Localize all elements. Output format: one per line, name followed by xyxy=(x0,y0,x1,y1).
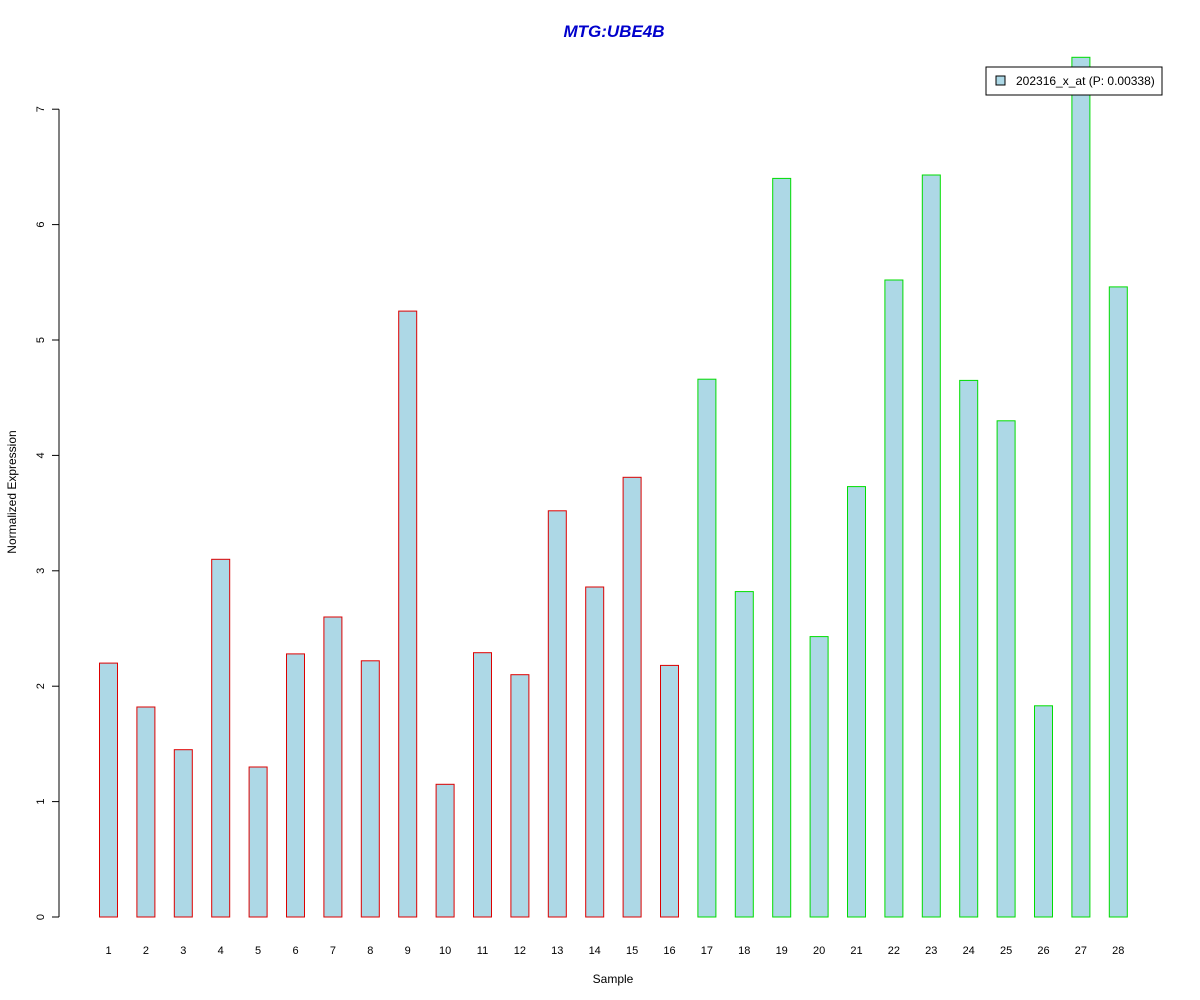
bar-sample-28 xyxy=(1108,286,1128,918)
x-tick-label: 12 xyxy=(514,945,526,957)
x-tick-label: 23 xyxy=(925,945,937,957)
bar-sample-22 xyxy=(884,279,904,918)
x-tick-label: 25 xyxy=(1000,945,1012,957)
bar-sample-13 xyxy=(547,510,567,918)
x-tick-label: 27 xyxy=(1075,945,1087,957)
legend: 202316_x_at (P: 0.00338) xyxy=(985,66,1163,96)
bar-sample-21 xyxy=(847,486,866,918)
x-tick-label: 19 xyxy=(776,945,788,957)
x-tick-label: 2 xyxy=(143,945,149,957)
bar-sample-6 xyxy=(286,653,305,918)
x-tick-label: 7 xyxy=(330,945,336,957)
y-axis-label: Normalized Expression xyxy=(5,430,19,553)
bar-sample-9 xyxy=(398,310,418,918)
bars xyxy=(99,56,1128,918)
x-tick-label: 11 xyxy=(477,945,488,957)
bar-sample-14 xyxy=(585,586,605,918)
y-tick-label: 4 xyxy=(35,452,47,458)
bar-sample-5 xyxy=(248,766,268,918)
legend-label: 202316_x_at (P: 0.00338) xyxy=(1016,74,1155,88)
x-tick-label: 1 xyxy=(105,945,111,957)
x-tick-label: 21 xyxy=(850,945,862,957)
bar-sample-7 xyxy=(323,616,343,918)
bar-sample-15 xyxy=(622,476,642,918)
y-tick-label: 3 xyxy=(35,568,47,574)
x-axis-label: Sample xyxy=(593,972,634,986)
x-tick-label: 28 xyxy=(1112,945,1124,957)
x-tick-label: 14 xyxy=(589,945,601,957)
x-tick-label: 26 xyxy=(1037,945,1049,957)
y-tick-label: 0 xyxy=(35,914,47,920)
y-tick-label: 6 xyxy=(35,222,47,228)
x-tick-label: 4 xyxy=(218,945,224,957)
bar-sample-3 xyxy=(173,749,193,918)
x-tick-label: 10 xyxy=(439,945,451,957)
bar-sample-17 xyxy=(697,378,717,918)
x-axis-tick-labels: 1 2 3 4 5 6 7 8 9 10 11 12 13 14 15 16 17 18 19 20 21 22 23 24 2… xyxy=(105,945,1124,957)
bar-sample-26 xyxy=(1034,705,1053,918)
bar-sample-1 xyxy=(99,662,118,918)
bar-sample-19 xyxy=(772,177,792,918)
bar-sample-27 xyxy=(1071,56,1091,918)
bar-sample-8 xyxy=(360,660,380,918)
bar-sample-2 xyxy=(136,706,156,918)
y-tick-label: 7 xyxy=(35,106,47,112)
x-tick-label: 13 xyxy=(551,945,563,957)
bar-sample-4 xyxy=(211,558,231,918)
x-tick-label: 8 xyxy=(367,945,373,957)
bar-sample-16 xyxy=(660,664,679,918)
legend-swatch xyxy=(995,75,1006,86)
y-tick-label: 5 xyxy=(35,337,47,343)
x-tick-label: 17 xyxy=(701,945,713,957)
bar-sample-11 xyxy=(473,652,492,918)
bar-sample-10 xyxy=(435,783,455,918)
bar-sample-12 xyxy=(510,674,530,918)
bar-sample-23 xyxy=(921,174,941,918)
x-tick-label: 6 xyxy=(292,945,298,957)
bar-sample-24 xyxy=(959,379,979,918)
legend-box xyxy=(985,66,1163,96)
x-tick-label: 15 xyxy=(626,945,638,957)
x-tick-label: 24 xyxy=(963,945,975,957)
x-tick-label: 5 xyxy=(255,945,261,957)
chart-title: MTG:UBE4B xyxy=(563,22,664,41)
x-tick-label: 22 xyxy=(888,945,900,957)
bar-sample-20 xyxy=(809,636,829,918)
y-tick-label: 1 xyxy=(35,799,47,805)
bar-sample-18 xyxy=(734,591,754,918)
x-tick-label: 9 xyxy=(405,945,411,957)
x-tick-label: 16 xyxy=(663,945,675,957)
x-tick-label: 3 xyxy=(180,945,186,957)
x-tick-label: 18 xyxy=(738,945,750,957)
bar-sample-25 xyxy=(996,420,1016,918)
x-tick-label: 20 xyxy=(813,945,825,957)
y-tick-label: 2 xyxy=(35,683,47,689)
y-axis: 0 1 2 3 4 5 6 7 xyxy=(35,106,60,920)
